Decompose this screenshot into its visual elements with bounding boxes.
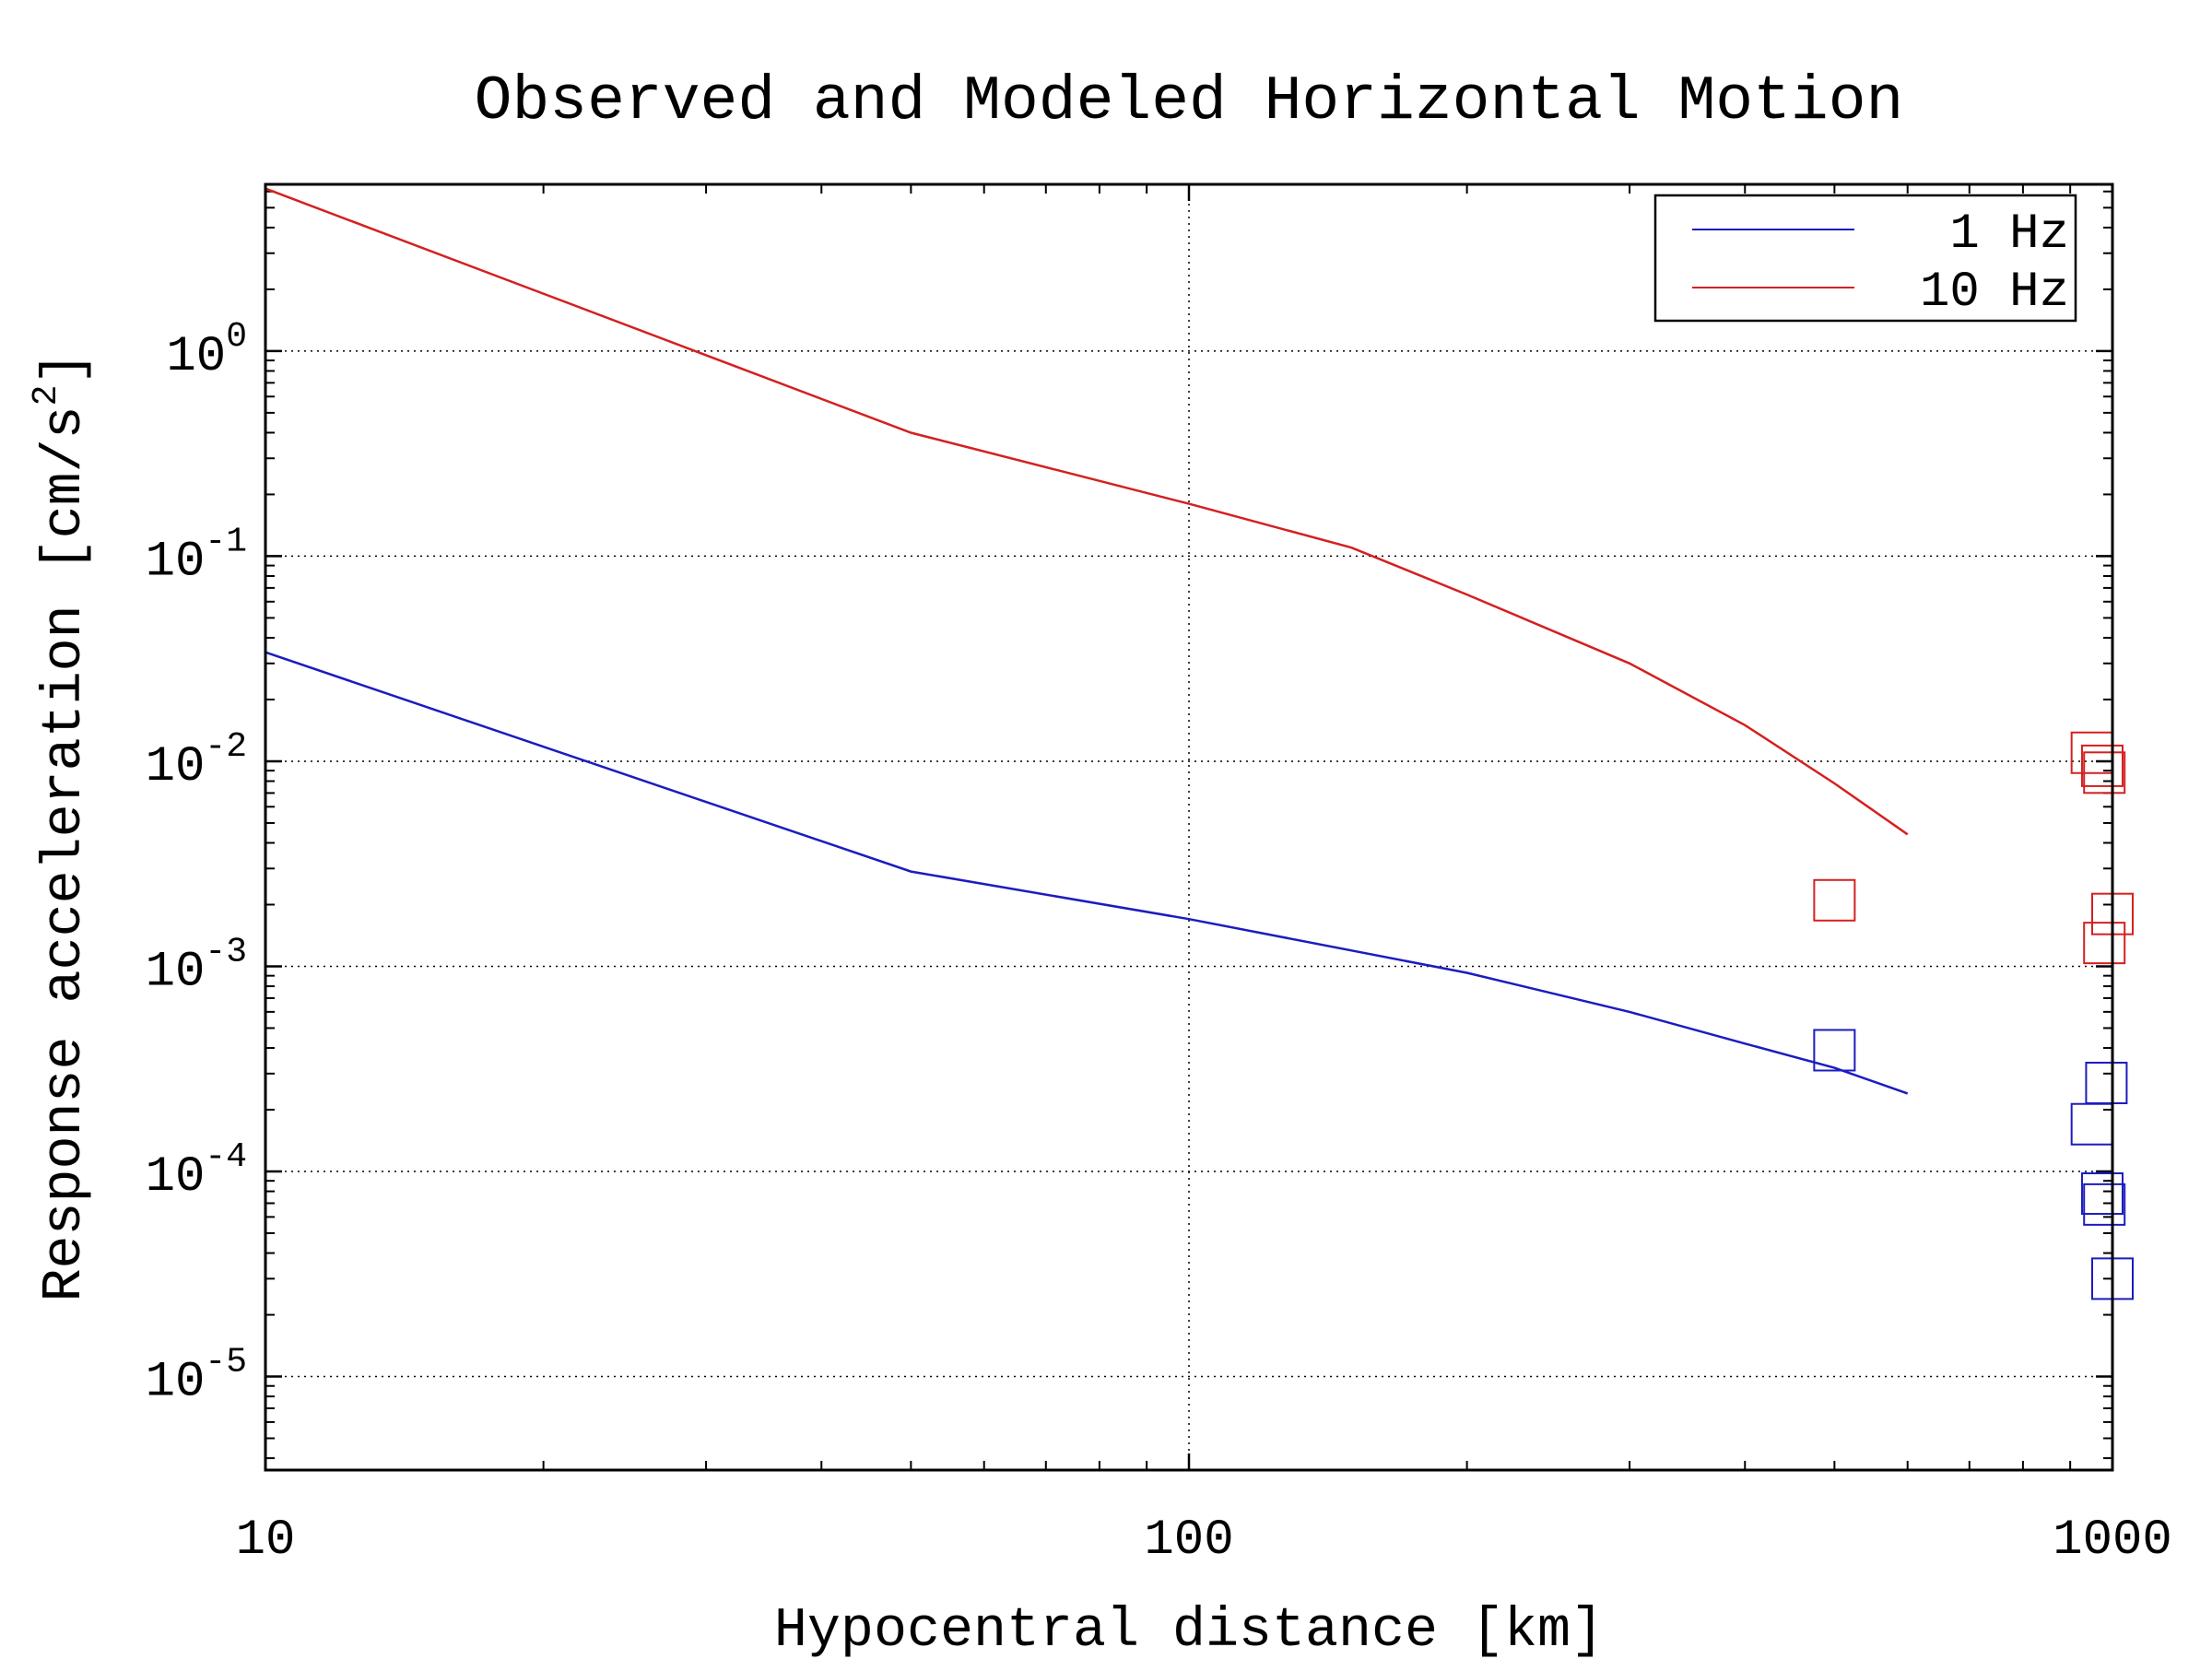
minor-ticks — [264, 184, 2114, 1470]
observed-marker-1hz — [2080, 1172, 2124, 1216]
y-tick-exponent: -3 — [205, 932, 247, 971]
y-tick-exponent: -4 — [205, 1137, 247, 1177]
observed-marker-10hz — [2083, 751, 2126, 794]
chart-title: Observed and Modeled Horizontal Motion — [475, 66, 1904, 137]
observed-marker-10hz — [1813, 878, 1856, 922]
y-tick-exponent: -1 — [205, 522, 247, 561]
x-tick-label: 1000 — [2053, 1512, 2172, 1569]
x-tick-label: 100 — [1144, 1512, 1233, 1569]
legend-label-10hz: 10 Hz — [1920, 265, 2069, 321]
x-tick-label: 10 — [236, 1512, 296, 1569]
observed-marker-1hz — [2085, 1062, 2128, 1105]
y-tick-base: 10 — [146, 534, 206, 590]
x-axis-label: Hypocentral distance [km] — [774, 1600, 1604, 1659]
y-tick-base: 10 — [166, 329, 226, 385]
y-axis-label-sup: 2 — [27, 385, 66, 406]
series-layer — [265, 187, 1909, 1095]
y-tick-label: 10-2 — [146, 727, 247, 795]
observed-marker-10hz — [2080, 744, 2124, 787]
y-axis-label-main: Response acceleration [cm/s — [34, 406, 97, 1301]
observed-marker-1hz — [1813, 1029, 1856, 1072]
y-axis-label: Response acceleration [cm/s2] — [27, 352, 97, 1302]
y-tick-base: 10 — [146, 1149, 206, 1206]
series-line-1hz — [265, 651, 1909, 1095]
y-tick-label: 10-5 — [146, 1343, 247, 1411]
observed-markers — [1813, 731, 2134, 1300]
y-tick-exponent: 0 — [226, 317, 247, 357]
series-line-10hz — [265, 187, 1909, 836]
y-tick-label: 10-4 — [146, 1137, 247, 1206]
y-tick-base: 10 — [146, 739, 206, 795]
legend: 1 Hz 10 Hz — [1653, 194, 2077, 323]
y-tick-base: 10 — [146, 1355, 206, 1411]
y-tick-label: 10-3 — [146, 932, 247, 1000]
y-tick-exponent: -2 — [205, 727, 247, 767]
y-tick-label: 10-1 — [146, 522, 247, 590]
legend-box — [1653, 194, 2077, 323]
y-axis-label-end: ] — [34, 352, 97, 385]
plot-frame — [264, 182, 2114, 1472]
legend-label-1hz: 1 Hz — [1949, 206, 2069, 263]
observed-marker-1hz — [2083, 1182, 2126, 1226]
y-tick-base: 10 — [146, 944, 206, 1000]
grid-lines — [265, 184, 2112, 1470]
observed-marker-10hz — [2083, 922, 2126, 965]
y-tick-exponent: -5 — [205, 1343, 247, 1382]
y-tick-label: 100 — [166, 317, 247, 385]
